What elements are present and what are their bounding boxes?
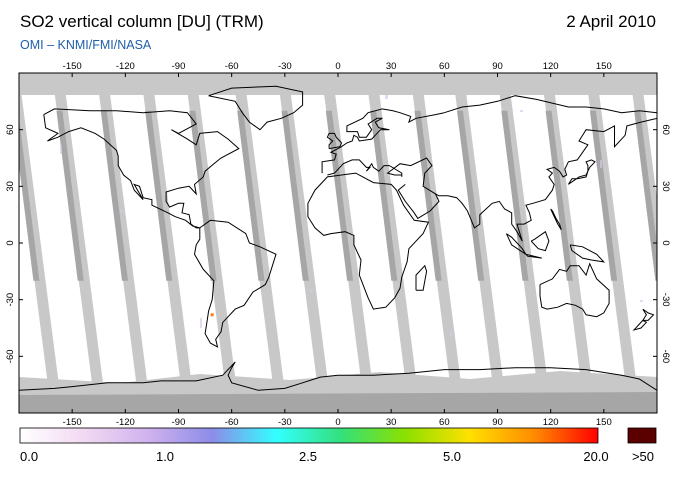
no-data-overlap: [589, 110, 618, 281]
no-data-overlap: [145, 110, 173, 281]
lat-tick-label-right: 30: [660, 181, 671, 192]
no-data-gap: [19, 91, 61, 395]
so2-hotspot-marker: [210, 313, 214, 317]
coastline: [525, 253, 542, 259]
coastline: [505, 233, 527, 255]
lon-tick-label-top: 60: [439, 61, 450, 72]
no-data-overlap: [456, 110, 485, 281]
colorbar: [19, 427, 599, 444]
coastlines: [19, 85, 657, 391]
no-data-overlap: [56, 110, 84, 281]
lat-tick-label-left: 0: [5, 240, 16, 245]
no-data-overlap: [237, 110, 265, 281]
coastline: [327, 159, 403, 177]
lon-tick-label-top: 150: [596, 61, 612, 72]
lon-tick-label-top: 120: [543, 61, 559, 72]
coastline: [321, 108, 445, 174]
lat-tick-label-left: -60: [5, 349, 16, 363]
lat-tick-label-left: 30: [5, 181, 16, 192]
colorbar-label-min: 0.0: [20, 449, 39, 464]
coastline: [530, 230, 550, 252]
colorbar-label-over: >50: [631, 449, 655, 464]
lon-tick-label-top: 90: [492, 61, 503, 72]
coastline: [632, 319, 648, 331]
map-title: SO2 vertical column [DU] (TRM): [20, 12, 264, 31]
antarctic-dark-no-data: [19, 392, 657, 413]
lon-tick-label-bottom: -30: [278, 417, 292, 428]
no-data-overlap: [100, 110, 129, 281]
coastline: [208, 85, 304, 131]
colorbar-label-max: 20.0: [583, 449, 609, 464]
coastline: [539, 262, 610, 318]
coastline: [415, 264, 428, 291]
lon-tick-label-bottom: -60: [225, 417, 239, 428]
coastline: [19, 361, 657, 391]
colorbar-label-2: 2.5: [298, 449, 318, 464]
colorbar-label-3: 5.0: [442, 449, 462, 464]
lat-tick-label-right: 0: [660, 240, 671, 245]
lon-tick-label-top: 0: [335, 61, 340, 72]
lon-tick-label-top: -120: [116, 61, 135, 72]
coastline: [550, 208, 562, 231]
coastline: [386, 157, 440, 220]
coastline: [641, 308, 655, 321]
lon-tick-label-bottom: -150: [63, 417, 82, 428]
lon-tick-label-bottom: -120: [116, 417, 135, 428]
map-date: 2 April 2010: [566, 12, 656, 31]
coastline: [193, 219, 277, 348]
lon-tick-label-top: -60: [225, 61, 239, 72]
lon-tick-label-top: -90: [172, 61, 186, 72]
lon-tick-label-bottom: 150: [596, 417, 612, 428]
no-data-overlap: [281, 110, 309, 281]
coastline: [43, 108, 240, 229]
coastline: [444, 95, 657, 114]
no-data-overlap: [545, 110, 573, 281]
lat-tick-label-left: 60: [5, 124, 16, 135]
lat-tick-label-right: 60: [660, 124, 671, 135]
no-data-overlap: [370, 110, 398, 281]
coastline: [435, 117, 657, 242]
no-data-overlap: [19, 117, 40, 281]
lon-tick-label-bottom: 30: [386, 417, 397, 428]
coastline: [326, 132, 343, 150]
lon-tick-label-bottom: 0: [335, 417, 340, 428]
no-data-overlap: [634, 110, 657, 281]
data-credit: OMI – KNMI/FMI/NASA: [20, 38, 152, 52]
coastline: [567, 159, 596, 185]
lon-tick-label-bottom: 120: [543, 417, 559, 428]
colorbar-label-1: 1.0: [155, 449, 175, 464]
coastline: [569, 244, 606, 263]
lat-tick-label-right: -30: [660, 293, 671, 307]
no-data-overlap: [189, 110, 217, 281]
lat-tick-label-left: -30: [5, 293, 16, 307]
coastline: [307, 172, 430, 310]
lon-tick-label-top: -30: [278, 61, 292, 72]
lon-tick-label-top: 30: [386, 61, 397, 72]
lon-tick-label-bottom: -90: [172, 417, 186, 428]
arctic-no-data: [19, 73, 657, 95]
noise-speckles: [60, 95, 643, 336]
no-data-overlap: [414, 110, 442, 281]
lat-tick-label-right: -60: [660, 349, 671, 363]
lon-tick-label-top: -150: [63, 61, 82, 72]
colorbar-over-box: [627, 427, 657, 444]
lon-tick-label-bottom: 60: [439, 417, 450, 428]
lon-tick-label-bottom: 90: [492, 417, 503, 428]
axis-ticks: -150 -150 -120 -120 -90 -90 -60 -60 -30 -30 0 0 30 30…: [5, 61, 671, 428]
